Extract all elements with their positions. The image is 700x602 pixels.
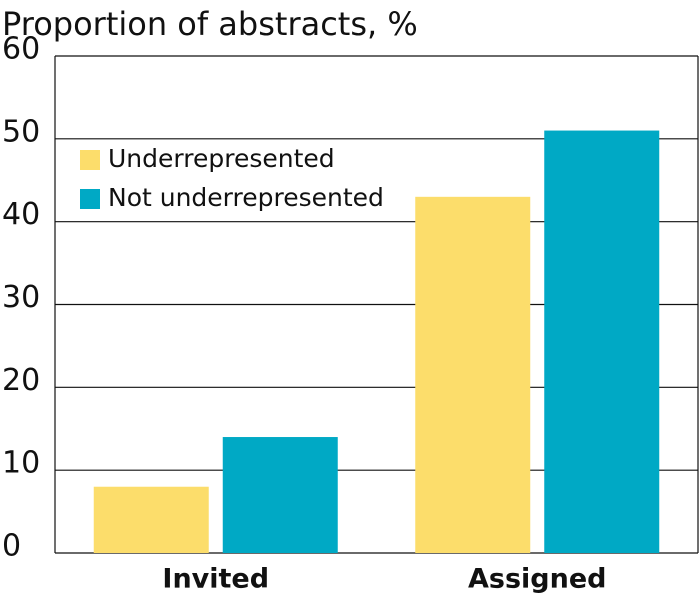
y-tick-label: 40 bbox=[2, 197, 40, 232]
x-tick-label: Assigned bbox=[468, 564, 606, 595]
bar bbox=[544, 130, 660, 554]
chart-title: Proportion of abstracts, % bbox=[2, 5, 418, 43]
y-tick-label: 20 bbox=[2, 363, 40, 398]
y-tick-label: 0 bbox=[2, 529, 21, 564]
y-tick-label: 30 bbox=[2, 280, 40, 315]
bar bbox=[415, 196, 531, 554]
x-tick-label: Invited bbox=[162, 564, 269, 595]
bar bbox=[93, 486, 209, 553]
y-tick-label: 10 bbox=[2, 446, 40, 481]
y-tick-label: 50 bbox=[2, 114, 40, 149]
legend-swatch bbox=[80, 189, 100, 209]
legend-label: Underrepresented bbox=[108, 144, 335, 173]
legend-label: Not underrepresented bbox=[108, 183, 384, 212]
legend-swatch bbox=[80, 150, 100, 170]
bar bbox=[222, 437, 338, 553]
y-tick-label: 60 bbox=[2, 32, 40, 67]
